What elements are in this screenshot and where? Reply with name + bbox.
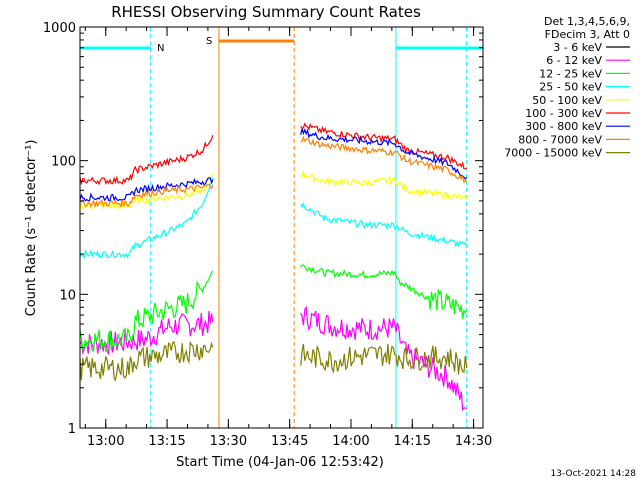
series-line-1-segment-1 [300, 305, 467, 412]
legend-label-8: 7000 - 15000 keV [504, 147, 602, 160]
plot-frame [79, 26, 484, 429]
series-line-3-segment-0 [79, 177, 214, 259]
legend-label-7: 800 - 7000 keV [518, 133, 602, 146]
x-tick-label-6: 14:30 [455, 434, 492, 449]
x-tick-label-5: 14:15 [394, 434, 431, 449]
chart-title: RHESSI Observing Summary Count Rates [111, 3, 421, 21]
legend-label-2: 12 - 25 keV [539, 67, 602, 80]
x-tick-label-4: 14:00 [332, 434, 369, 449]
series-line-6-segment-0 [79, 177, 214, 202]
series-line-2-segment-0 [79, 270, 214, 353]
y-tick-label-2: 100 [51, 155, 76, 170]
x-tick-label-1: 13:15 [148, 434, 185, 449]
series-line-8-segment-1 [300, 343, 468, 375]
series-line-7-segment-1 [300, 135, 468, 184]
instrument-state-markers: NS [79, 27, 483, 428]
series-line-4-segment-1 [300, 169, 468, 201]
x-tick-label-2: 13:30 [210, 434, 247, 449]
series-line-3-segment-1 [300, 201, 468, 248]
series-line-8-segment-0 [79, 340, 214, 382]
y-tick-label-3: 1000 [43, 21, 76, 36]
series-line-6-segment-1 [300, 128, 468, 180]
legend-label-6: 300 - 800 keV [525, 120, 602, 133]
series-line-2-segment-1 [300, 264, 468, 319]
y-tick-label-0: 1 [68, 422, 76, 437]
series-line-7-segment-0 [79, 183, 214, 209]
legend-label-3: 25 - 50 keV [539, 81, 602, 94]
x-tick-label-3: 13:45 [271, 434, 308, 449]
marker-s-label: S [206, 36, 212, 47]
legend: Det 1,3,4,5,6,9, FDecim 3, Att 0 3 - 6 k… [504, 15, 630, 160]
legend-header-line-2: FDecim 3, Att 0 [545, 28, 630, 41]
series-layer [79, 122, 468, 412]
footer-timestamp: 13-Oct-2021 14:28 [551, 469, 637, 479]
y-tick-label-1: 10 [59, 288, 76, 303]
legend-label-1: 6 - 12 keV [546, 54, 602, 67]
x-tick-label-0: 13:00 [87, 434, 124, 449]
series-line-5-segment-0 [79, 135, 214, 186]
legend-header-line-1: Det 1,3,4,5,6,9, [544, 15, 630, 28]
y-axis-label: Count Rate (s⁻¹ detector⁻¹) [24, 140, 39, 317]
legend-label-0: 3 - 6 keV [553, 41, 602, 54]
axes: 1 10 100 1000 13:00 13:15 13:30 13:45 14:00 14:15… [43, 21, 492, 449]
series-line-4-segment-0 [79, 173, 214, 211]
legend-label-5: 100 - 300 keV [525, 107, 602, 120]
x-axis-label: Start Time (04-Jan-06 12:53:42) [176, 455, 384, 470]
legend-label-4: 50 - 100 keV [532, 94, 602, 107]
marker-n-label: N [157, 43, 164, 54]
